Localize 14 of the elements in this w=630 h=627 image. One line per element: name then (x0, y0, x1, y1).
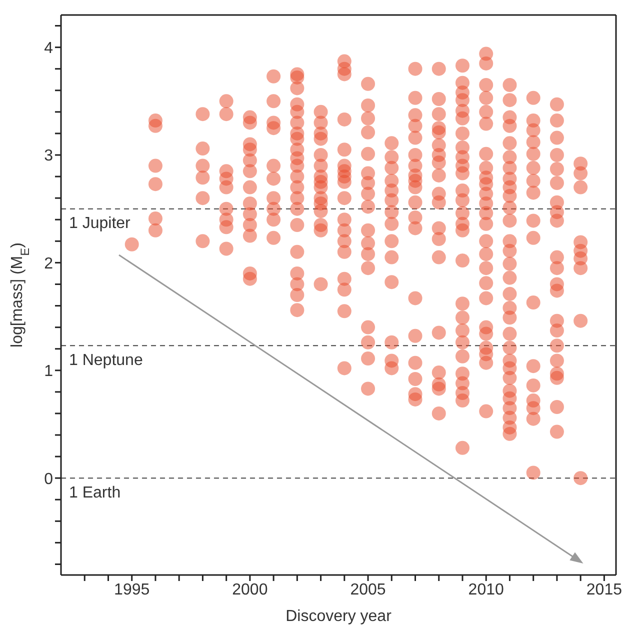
ref-line-label: 1 Neptune (69, 352, 143, 369)
y-tick-label: 2 (44, 255, 54, 272)
x-tick-label: 2010 (468, 581, 504, 598)
x-tick-label: 2015 (586, 581, 622, 598)
y-tick-label: 1 (44, 363, 54, 380)
x-axis-title: Discovery year (286, 608, 392, 625)
ref-line-label: 1 Jupiter (69, 215, 132, 232)
x-tick-label: 2000 (232, 581, 268, 598)
x-tick-label: 2005 (350, 581, 386, 598)
x-tick-label: 1995 (114, 581, 150, 598)
y-tick-label: 3 (44, 148, 54, 165)
ref-line-label: 1 Earth (69, 484, 121, 502)
y-tick-label: 4 (44, 40, 54, 57)
y-tick-label: 0 (44, 470, 54, 488)
